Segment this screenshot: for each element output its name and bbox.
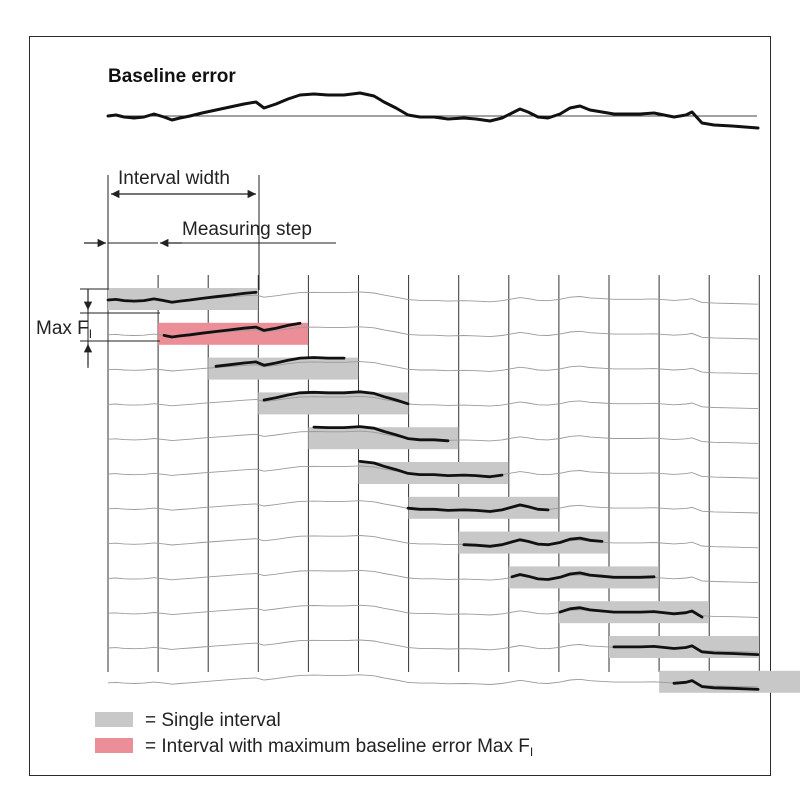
single-interval-band	[408, 496, 559, 519]
interval-segment	[462, 536, 604, 548]
thin-trace	[107, 569, 759, 584]
legend-single-label: = Single interval	[145, 710, 281, 731]
thin-profile-traces	[107, 291, 759, 688]
legend-swatch-single	[95, 712, 133, 727]
top-profile-curve	[106, 91, 760, 130]
thin-trace	[107, 674, 759, 688]
interval-segment	[162, 321, 302, 339]
interval-segment	[558, 606, 704, 619]
interval-segment	[612, 644, 760, 656]
single-interval-band	[308, 427, 459, 450]
single-interval-band	[659, 670, 800, 693]
legend-max-label: = Interval with maximum baseline error M…	[145, 736, 533, 759]
interval-segment	[672, 679, 760, 691]
legend-swatch-max	[95, 738, 133, 753]
max-fi-label: Max FI	[36, 318, 92, 341]
measuring-step-label: Measuring step	[182, 219, 312, 240]
interval-segment	[406, 503, 550, 513]
interval-profile-segments	[106, 290, 760, 691]
interval-segment	[214, 356, 346, 368]
single-interval-band	[508, 566, 659, 589]
interval-width-dimension: Interval width	[107, 168, 260, 290]
interval-segment	[358, 460, 504, 479]
interval-segment	[510, 571, 656, 581]
thin-trace	[107, 395, 759, 410]
interval-segment	[262, 390, 410, 406]
top-baseline-profile	[106, 91, 760, 130]
thin-trace	[107, 535, 759, 549]
legend: = Single interval = Interval with maximu…	[95, 710, 533, 759]
single-interval-band	[108, 288, 258, 310]
max-fi-dimension: Max FI	[36, 288, 160, 368]
interval-segment	[106, 290, 258, 304]
thin-trace	[107, 361, 759, 375]
measuring-step-dimension: Measuring step	[84, 219, 336, 248]
interval-width-label: Interval width	[118, 168, 230, 189]
interval-segment	[312, 425, 450, 443]
diagram-title: Baseline error	[108, 66, 236, 87]
interval-bands	[108, 288, 800, 693]
single-interval-band	[358, 462, 509, 484]
